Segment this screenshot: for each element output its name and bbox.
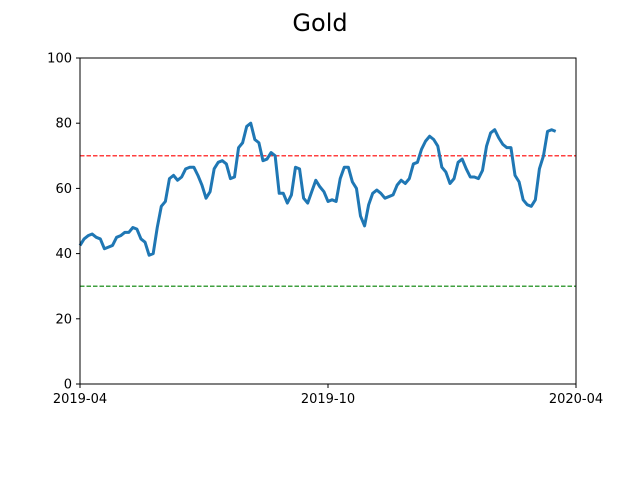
y-tick-label-80: 80 bbox=[55, 117, 72, 132]
y-tick-label-20: 20 bbox=[55, 312, 72, 327]
x-tick-label-2: 2020-04 bbox=[549, 392, 603, 407]
y-tick-label-0: 0 bbox=[64, 378, 72, 393]
axes-frame bbox=[79, 57, 577, 385]
x-tick-label-0: 2019-04 bbox=[53, 392, 107, 407]
chart-title: Gold bbox=[292, 9, 347, 37]
series-line-0 bbox=[78, 121, 557, 257]
y-tick-label-40: 40 bbox=[55, 247, 72, 262]
y-tick-label-60: 60 bbox=[55, 182, 72, 197]
x-tick-label-1: 2019-10 bbox=[301, 392, 355, 407]
y-tick-label-100: 100 bbox=[47, 52, 72, 67]
plot-area: 0 20 40 60 80 100 2019-04 2019-10 2020-04 bbox=[47, 52, 603, 408]
